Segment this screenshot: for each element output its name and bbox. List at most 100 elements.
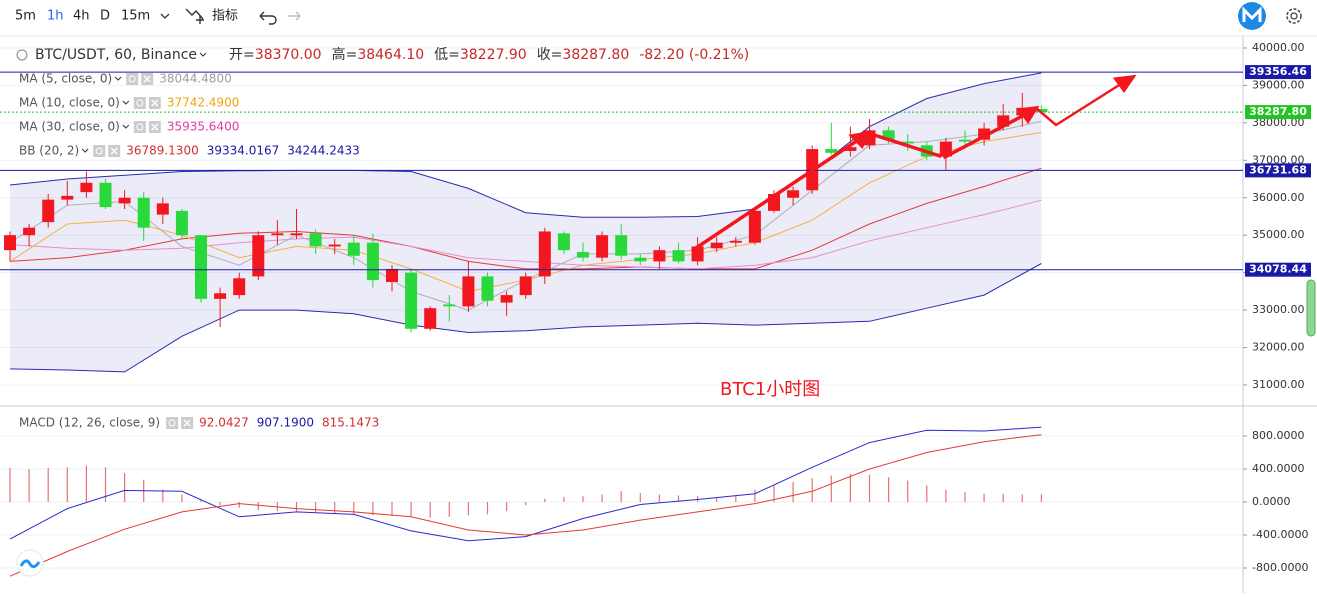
remove-icon-glyph [110, 147, 118, 155]
indicator-name: MA (30, close, 0) [19, 120, 120, 134]
tv-logo-glyph [19, 559, 41, 569]
candle-body [462, 276, 475, 307]
candle-body [156, 203, 169, 215]
remove-icon-glyph [151, 99, 159, 107]
undo-icon[interactable] [259, 11, 277, 25]
arrows [691, 74, 1137, 252]
candle-body [252, 235, 265, 277]
visibility-icon-eye [136, 123, 144, 131]
interval-button[interactable]: 1h [47, 9, 64, 24]
redo-icon[interactable] [288, 11, 301, 21]
y-tick-label: -400.0000 [1252, 528, 1308, 541]
indicator-name: MACD (12, 26, close, 9) [19, 416, 160, 430]
candle-body [538, 231, 551, 277]
candle-body [959, 139, 971, 142]
candle-body [901, 141, 914, 144]
indicator-line [9, 199, 1042, 270]
candle-body [195, 235, 207, 299]
interval-button[interactable]: 5m [15, 9, 36, 24]
y-tick-label: 35000.00 [1252, 228, 1305, 241]
candle-body [347, 242, 360, 256]
indicator-value: 907.1900 [257, 416, 314, 430]
toolbar: 5m 1h 4h D 15m 指标 [15, 2, 1302, 30]
candle-body [443, 304, 456, 307]
visibility-icon-eye [168, 419, 176, 427]
price-label: 36731.68 [1249, 163, 1307, 176]
legend: BTC/USDT, 60, Binance 开= 38370.00 高= 38464.1… [16, 46, 749, 430]
candle-body [214, 293, 227, 299]
settings-icon-center [1290, 12, 1298, 20]
candle-body [939, 141, 952, 157]
visibility-icon[interactable] [126, 73, 139, 85]
indicator-name: BB (20, 2) [19, 144, 79, 158]
y-tick-label: 32000.00 [1252, 341, 1305, 354]
candle-body [500, 295, 513, 303]
remove-icon-glyph [151, 123, 159, 131]
candle-body [424, 308, 437, 329]
y-tick-label: 400.0000 [1252, 462, 1305, 475]
y-tick-label: -800.0000 [1252, 561, 1308, 574]
interval-button[interactable]: D [100, 9, 110, 24]
y-tick-label: 40000.00 [1252, 41, 1305, 54]
visibility-icon[interactable] [166, 417, 179, 429]
candle-body [519, 276, 532, 296]
candle-body [825, 149, 838, 153]
indicator-value: 34244.2433 [287, 144, 360, 158]
candle-body [729, 240, 742, 243]
interval-button[interactable]: 4h [73, 9, 90, 24]
y-tick-label: 33000.00 [1252, 303, 1305, 316]
price-axis: 31000.0032000.0033000.0034000.0035000.00… [1243, 41, 1311, 574]
dropdown-icon[interactable] [81, 148, 89, 153]
visibility-icon[interactable] [133, 97, 146, 109]
candle-body [309, 233, 322, 247]
visibility-icon[interactable] [133, 121, 146, 133]
ohlc-label: 低= [434, 47, 460, 63]
symbol-title: BTC/USDT, 60, Binance [35, 47, 197, 63]
arrow [1034, 80, 1126, 127]
candle-body [557, 233, 570, 251]
indicator-line [9, 426, 1042, 542]
ohlc-label: 高= [332, 46, 358, 63]
candle-body [596, 235, 609, 258]
dropdown-icon[interactable] [199, 52, 207, 57]
candle-body [672, 250, 685, 262]
candle-body [748, 210, 761, 243]
price-label-box [1245, 262, 1311, 277]
dropdown-icon[interactable] [122, 100, 130, 105]
arrow [691, 138, 860, 252]
candle-body [577, 252, 589, 258]
candle-body [175, 210, 188, 236]
indicator-name: MA (10, close, 0) [19, 96, 120, 110]
y-tick-label: 36000.00 [1252, 191, 1305, 204]
ohlc-label: 收= [537, 47, 563, 63]
price-label-box [1245, 105, 1311, 120]
candle-body [386, 268, 398, 282]
visibility-icon-eye [128, 75, 136, 83]
candle-body [653, 250, 666, 262]
indicator-name: MA (5, close, 0) [19, 72, 112, 86]
interval-button[interactable]: 15m [121, 9, 150, 24]
candle-body [481, 276, 494, 301]
scrollbar[interactable] [1306, 279, 1316, 337]
candle-body [290, 233, 303, 236]
candle-body [405, 272, 418, 329]
y-tick-label: 31000.00 [1252, 378, 1305, 391]
settings-icon[interactable] [1286, 8, 1302, 24]
indicator-value: 92.0427 [199, 416, 249, 430]
change-value: -82.20 (-0.21%) [639, 47, 749, 63]
band-fill [10, 72, 1042, 372]
indicator-icon[interactable] [185, 8, 204, 24]
dropdown-icon[interactable] [122, 124, 130, 129]
dropdown-icon[interactable] [114, 76, 122, 81]
price-label: 39356.46 [1249, 65, 1307, 78]
arrow [943, 110, 1032, 159]
candle-body [80, 182, 93, 193]
indicators-button[interactable]: 指标 [212, 9, 238, 24]
visibility-icon[interactable] [93, 145, 106, 157]
candle-body [137, 197, 150, 228]
candle-body [615, 235, 628, 256]
interval-dropdown[interactable] [160, 13, 170, 19]
candle-body [978, 128, 991, 140]
